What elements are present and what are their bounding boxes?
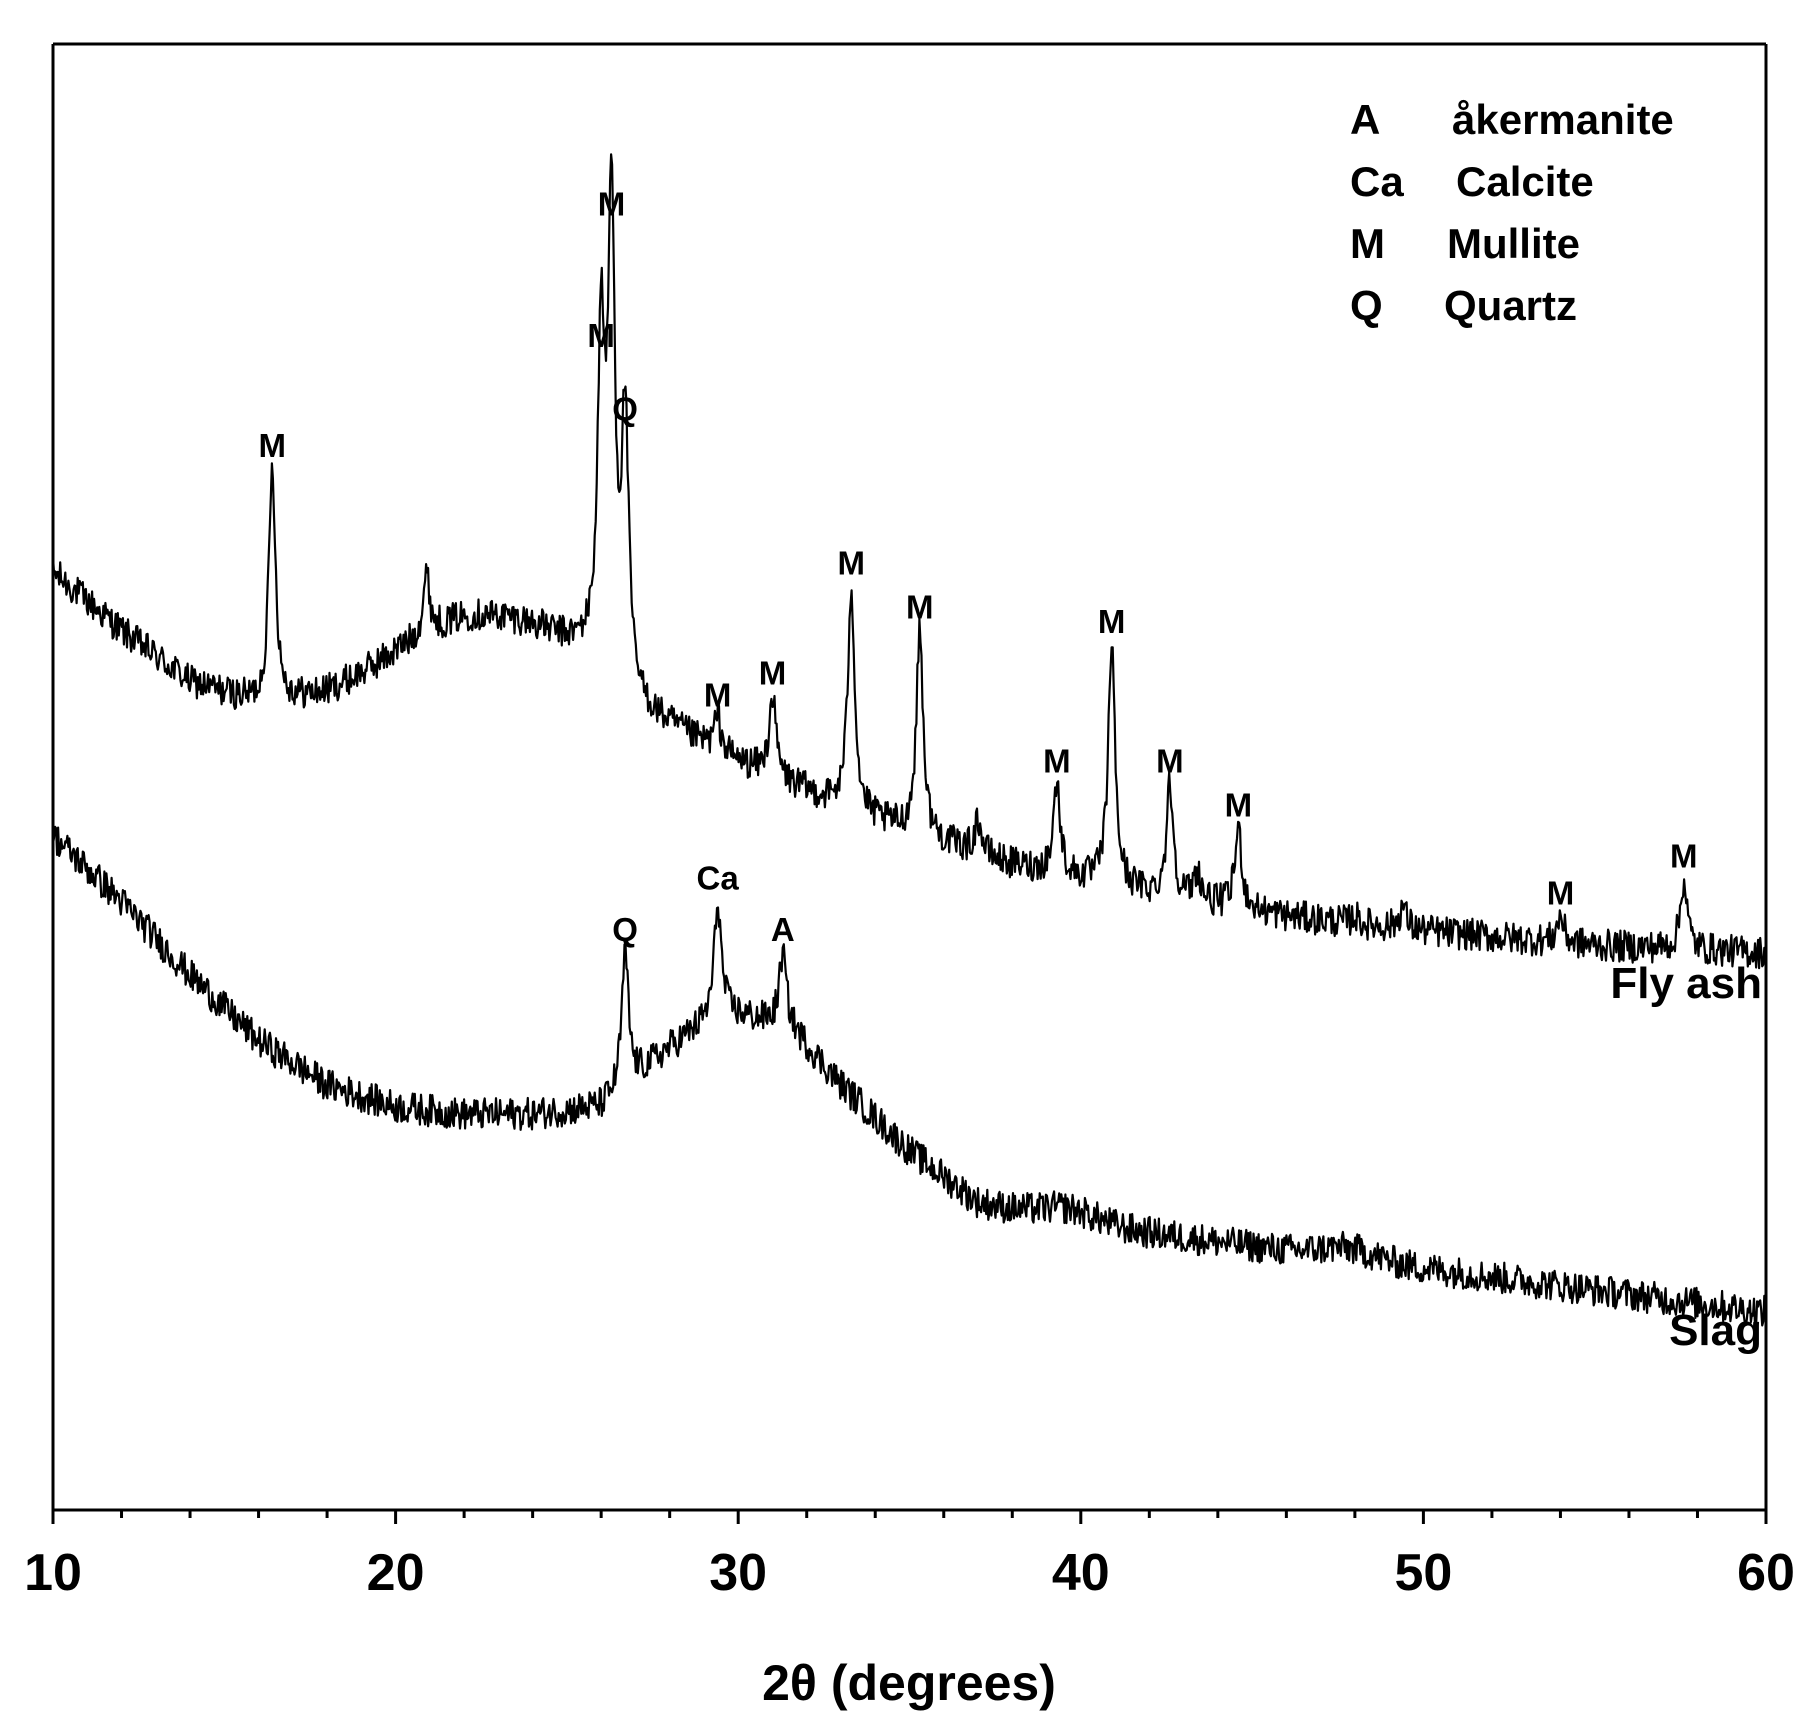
legend-symbol-3: M	[1350, 220, 1385, 267]
x-axis-title: 2θ (degrees)	[762, 1655, 1056, 1711]
x-tick-label: 40	[1052, 1544, 1110, 1602]
legend-phase-1: åkermanite	[1452, 96, 1674, 143]
peak-label: M	[838, 544, 866, 581]
peak-label: M	[259, 427, 287, 464]
legend-symbol-1: A	[1350, 96, 1380, 143]
series-trace-slag	[51, 825, 1767, 1328]
peak-label: Q	[612, 911, 638, 948]
traces	[51, 153, 1767, 1328]
peak-label: A	[771, 911, 795, 948]
peak-label: M	[906, 588, 934, 625]
peak-label: M	[1225, 786, 1253, 823]
peak-label: M	[587, 317, 615, 354]
series-trace-fly-ash	[51, 153, 1767, 970]
x-tick-label: 20	[367, 1544, 425, 1602]
peak-label: M	[598, 185, 626, 222]
legend: A åkermanite Ca Calcite M Mullite Q Quar…	[1350, 96, 1674, 329]
x-tick-label: 60	[1737, 1544, 1795, 1602]
series-label-fly-ash: Fly ash	[1610, 959, 1762, 1008]
peak-label: M	[759, 654, 787, 691]
peak-label: Ca	[697, 860, 740, 897]
legend-phase-2: Calcite	[1456, 158, 1594, 205]
series-label-slag: Slag	[1669, 1306, 1762, 1355]
peak-label: M	[1043, 742, 1071, 779]
legend-symbol-2: Ca	[1350, 158, 1404, 205]
peak-label: M	[1670, 838, 1698, 875]
peak-label: M	[704, 676, 732, 713]
peak-label: Q	[612, 390, 638, 427]
x-tick-label: 50	[1394, 1544, 1452, 1602]
x-tick-label: 10	[24, 1544, 82, 1602]
x-tick-label: 30	[709, 1544, 767, 1602]
peak-label: M	[1547, 874, 1575, 911]
legend-symbol-4: Q	[1350, 282, 1383, 329]
legend-phase-3: Mullite	[1447, 220, 1580, 267]
x-ticks: 10 20 30 40 50 60	[24, 1510, 1795, 1602]
peak-label: M	[1098, 603, 1126, 640]
legend-phase-4: Quartz	[1444, 282, 1577, 329]
peak-label: M	[1156, 742, 1184, 779]
